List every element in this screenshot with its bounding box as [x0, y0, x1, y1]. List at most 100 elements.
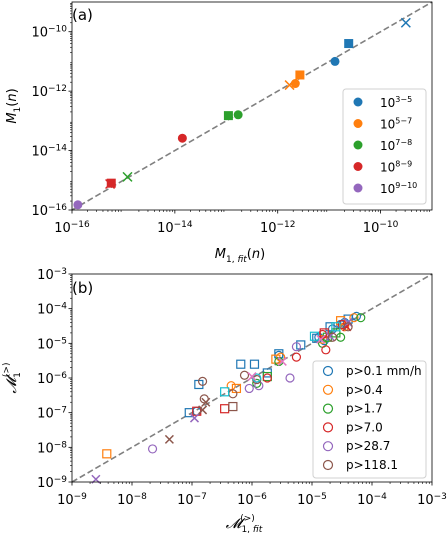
- legend-label: p>28.7: [346, 439, 390, 453]
- legend-label: p>118.1: [346, 458, 398, 472]
- data-point: [344, 39, 354, 49]
- legend-label: 108−9: [380, 160, 412, 175]
- data-point: [147, 444, 158, 454]
- legend-label: 105−7: [380, 117, 412, 132]
- legend-marker: [322, 459, 334, 471]
- x-tick-label: 10−7: [177, 492, 207, 508]
- y-tick-label: 10−8: [37, 440, 67, 456]
- y-tick-label: 10−3: [37, 267, 67, 283]
- legend: 103−5 105−7 107−8 108−9 109−10: [342, 88, 427, 205]
- y-tick-label: 10−10: [31, 25, 67, 41]
- x-tick-label: 10−5: [297, 492, 327, 508]
- data-point: [316, 334, 326, 344]
- data-point: [291, 342, 302, 352]
- data-point: [122, 171, 133, 182]
- y-axis-label: 𝓜1(>): [2, 363, 23, 394]
- data-point: [343, 322, 353, 332]
- x-tick-label: 10−9: [57, 492, 87, 508]
- y-tick-label: 10−6: [37, 371, 67, 387]
- data-point: [295, 70, 305, 80]
- panel-a: 10−16 10−14 10−12 10−10 10−16 10−14 10−12 10−10…: [5, 1, 433, 265]
- legend-label: 109−10: [380, 181, 417, 196]
- y-tick-label: 10−5: [37, 336, 67, 352]
- data-point: [400, 17, 411, 28]
- data-point: [189, 413, 200, 423]
- legend-marker: [322, 441, 334, 452]
- panel-b: 10−9 10−8 10−7 10−6 10−5 10−4 10−3 10−9 10−8 10−7…: [2, 267, 447, 535]
- y-tick-label: 10−4: [37, 302, 67, 318]
- legend-label: p>0.4: [346, 383, 383, 397]
- x-axis-label: 𝓜1, fit(>): [226, 514, 263, 535]
- x-tick-label: 10−16: [54, 220, 90, 236]
- data-point: [201, 397, 211, 407]
- data-point: [349, 313, 359, 323]
- legend-marker: [353, 97, 363, 107]
- legend-label: p>7.0: [346, 420, 383, 434]
- legend-label: 103−5: [380, 95, 412, 110]
- x-tick-label: 10−3: [417, 492, 447, 508]
- panel-label: (b): [72, 279, 93, 297]
- identity-line: [71, 273, 433, 483]
- data-point: [247, 372, 257, 382]
- data-point: [325, 322, 335, 332]
- data-point: [220, 404, 230, 414]
- data-point: [220, 387, 230, 397]
- data-point: [233, 110, 243, 120]
- legend-marker: [322, 384, 334, 395]
- x-tick-label: 10−4: [357, 492, 387, 508]
- data-point: [327, 332, 338, 342]
- legend-marker: [322, 422, 334, 433]
- legend-marker: [322, 403, 334, 414]
- x-tick-label: 10−12: [260, 220, 296, 236]
- legend-marker: [353, 140, 363, 150]
- data-point: [228, 401, 238, 412]
- data-point: [164, 434, 174, 444]
- data-point: [321, 345, 331, 355]
- y-tick-label: 10−16: [31, 203, 67, 219]
- data-point: [197, 376, 208, 386]
- legend-label: p>0.1 mm/h: [346, 364, 422, 378]
- data-point: [236, 359, 246, 369]
- legend-frame: [312, 360, 427, 479]
- data-point: [73, 200, 83, 210]
- data-point: [102, 449, 112, 459]
- legend: p>0.1 mm/h p>0.4 p>1.7 p>7.0 p>28.7 p>118.1: [312, 360, 427, 479]
- y-axis-label: M1(n): [5, 88, 23, 123]
- legend-marker: [353, 119, 363, 128]
- data-point: [285, 373, 295, 383]
- data-point: [252, 378, 262, 388]
- data-point: [177, 133, 187, 143]
- legend-marker: [353, 183, 363, 193]
- legend-marker: [322, 365, 334, 377]
- x-axis-label: M1, fit(n): [215, 247, 265, 265]
- data-point: [239, 370, 250, 380]
- data-point: [356, 313, 366, 323]
- data-point: [198, 405, 208, 415]
- y-tick-label: 10−9: [37, 475, 67, 491]
- legend-label: p>1.7: [346, 402, 383, 416]
- data-point: [262, 373, 272, 383]
- data-point: [244, 383, 254, 394]
- legend-marker: [353, 162, 363, 171]
- legend-label: 107−8: [380, 138, 412, 153]
- x-tick-label: 10−14: [157, 220, 193, 236]
- data-point: [223, 111, 233, 121]
- panel-label: (a): [72, 6, 93, 24]
- identity-line: [71, 1, 433, 211]
- data-point: [291, 352, 302, 362]
- y-tick-label: 10−12: [31, 84, 67, 100]
- y-tick-label: 10−14: [31, 144, 67, 160]
- x-tick-label: 10−8: [117, 492, 147, 508]
- data-point: [330, 56, 340, 66]
- data-point: [105, 178, 116, 190]
- y-tick-label: 10−7: [37, 406, 67, 422]
- data-point: [296, 340, 306, 350]
- data-point: [277, 356, 287, 366]
- axes-frame: [71, 273, 433, 483]
- x-tick-label: 10−10: [363, 220, 399, 236]
- data-point: [276, 352, 286, 362]
- data-point: [249, 359, 260, 369]
- data-point: [284, 80, 295, 91]
- x-tick-label: 10−6: [237, 492, 267, 508]
